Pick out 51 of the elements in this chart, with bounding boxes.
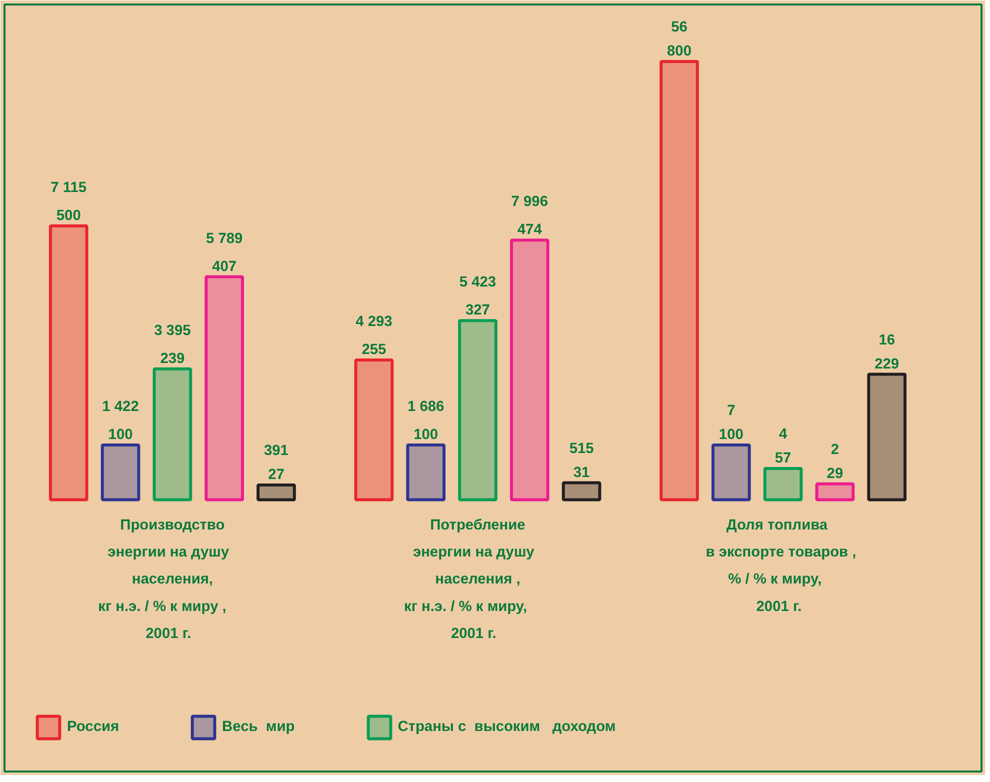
bar [562,481,602,502]
data-label: 57 [774,450,792,467]
data-label: 500 [56,208,81,224]
data-label: 255 [362,342,386,358]
bar [406,443,446,502]
data-label: 27 [268,466,284,483]
annotation: 7 996 [511,194,548,210]
annotation: 16 [878,332,896,348]
annotation: 1 422 [102,398,139,415]
annotation: 2 [830,442,840,458]
data-label: 29 [826,466,844,482]
data-label: 100 [108,426,133,443]
x-tick-label: Потребление энергии на душу населения , кг н.э. / % к миру, 2001 г. [404,517,536,642]
annotation: 4 [778,426,788,443]
x-tick-label: Доля топлива в экспорте товаров , % / % к миру, 2001 г. [706,517,856,615]
bar [152,367,192,502]
legend-label: Весь мир [222,719,295,735]
data-label: 474 [517,222,543,238]
data-label: 800 [667,43,692,60]
bar [354,358,394,502]
data-label: 239 [160,350,185,367]
bar [458,319,498,502]
data-label: 31 [573,464,590,481]
bar [100,443,140,502]
text: 56 [671,19,688,36]
bar [660,60,699,502]
annotation: 1 686 [407,398,444,415]
data-label: 407 [212,258,237,275]
annotation: 391 [264,442,288,459]
data-label: 229 [874,356,900,372]
x-tick-label: Производство энергии на душу населения, кг н.э. / % к миру , 2001 г. [98,517,230,642]
bar [763,467,803,502]
bar [867,372,907,502]
data-label: 100 [718,426,744,443]
annotation: 4 293 [356,314,392,330]
annotation: 7 [727,402,736,419]
bar [815,482,855,502]
annotation: 7 115 [50,180,87,196]
legend-label: Россия [67,719,120,735]
bar [204,275,244,502]
bar [510,238,550,502]
annotation: 5 423 [459,274,496,291]
bar [48,224,88,502]
data-label: 327 [466,302,490,319]
bar [256,483,296,502]
legend-label: Страны с высоким доходом [398,719,616,735]
annotation: 5 789 [206,230,243,247]
annotation: 3 395 [154,322,191,339]
annotation: 515 [569,440,594,457]
bar [711,443,751,502]
data-label: 100 [414,426,438,443]
